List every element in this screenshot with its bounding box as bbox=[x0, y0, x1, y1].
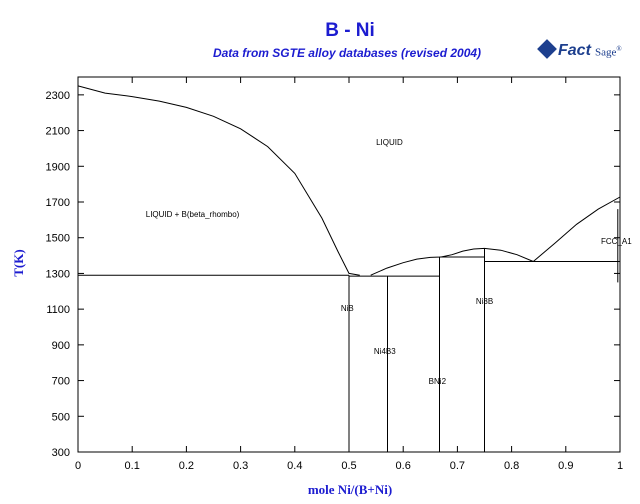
y-tick-label: 700 bbox=[52, 376, 70, 388]
phase-label-bni2: BNi2 bbox=[429, 377, 447, 386]
y-tick-label: 300 bbox=[52, 447, 70, 459]
factsage-logo: Fact Sage® bbox=[537, 39, 622, 70]
y-tick-label: 1500 bbox=[46, 233, 70, 245]
x-tick-label: 0.3 bbox=[233, 460, 248, 472]
liquidus-ni2b-ni3b-dome bbox=[370, 247, 534, 276]
logo-sage-text: Sage® bbox=[595, 45, 622, 59]
liquidus-boron-side bbox=[77, 85, 360, 276]
x-tick-label: 1 bbox=[617, 460, 623, 472]
y-tick-label: 1700 bbox=[46, 197, 70, 209]
phase-label-liquid: LIQUID bbox=[376, 138, 403, 147]
logo-fact-text: Fact bbox=[558, 42, 591, 59]
phase-label-fcc-a1: FCC_A1 bbox=[601, 237, 632, 246]
x-tick-label: 0.4 bbox=[287, 460, 302, 472]
chart-title: B - Ni bbox=[325, 20, 375, 41]
y-tick-label: 2100 bbox=[46, 126, 70, 138]
phase-labels: LIQUID LIQUID + B(beta_rhombo) FCC_A1 NiB Ni… bbox=[146, 138, 633, 386]
phase-boundaries bbox=[77, 85, 621, 452]
x-tick-label: 0.5 bbox=[341, 460, 356, 472]
y-tick-label: 1900 bbox=[46, 161, 70, 173]
phase-label-nib: NiB bbox=[341, 304, 354, 313]
x-tick-label: 0.2 bbox=[179, 460, 194, 472]
x-tick-label: 0 bbox=[75, 460, 81, 472]
x-tick-label: 0.6 bbox=[396, 460, 411, 472]
x-tick-label: 0.8 bbox=[504, 460, 519, 472]
chart-subtitle: Data from SGTE alloy databases (revised … bbox=[212, 46, 482, 60]
phase-label-ni4b3: Ni4B3 bbox=[374, 347, 396, 356]
liquidus-ni-side bbox=[532, 196, 621, 262]
x-tick-label: 0.7 bbox=[450, 460, 465, 472]
x-tick-label: 0.9 bbox=[558, 460, 573, 472]
y-tick-label: 500 bbox=[52, 411, 70, 423]
y-tick-label: 2300 bbox=[46, 90, 70, 102]
y-tick-label: 1300 bbox=[46, 268, 70, 280]
phase-label-liquid-b-beta-rhombo-: LIQUID + B(beta_rhombo) bbox=[146, 210, 240, 219]
x-tick-label: 0.1 bbox=[125, 460, 140, 472]
x-axis-label: mole Ni/(B+Ni) bbox=[307, 482, 393, 497]
y-tick-label: 900 bbox=[52, 340, 70, 352]
axis-ticks: 0 0.1 0.2 0.3 0.4 0.5 0.6 0.7 0.8 0.9 130050070090… bbox=[46, 77, 623, 472]
phase-label-ni3b: Ni3B bbox=[476, 297, 493, 306]
y-tick-label: 1100 bbox=[46, 304, 70, 316]
